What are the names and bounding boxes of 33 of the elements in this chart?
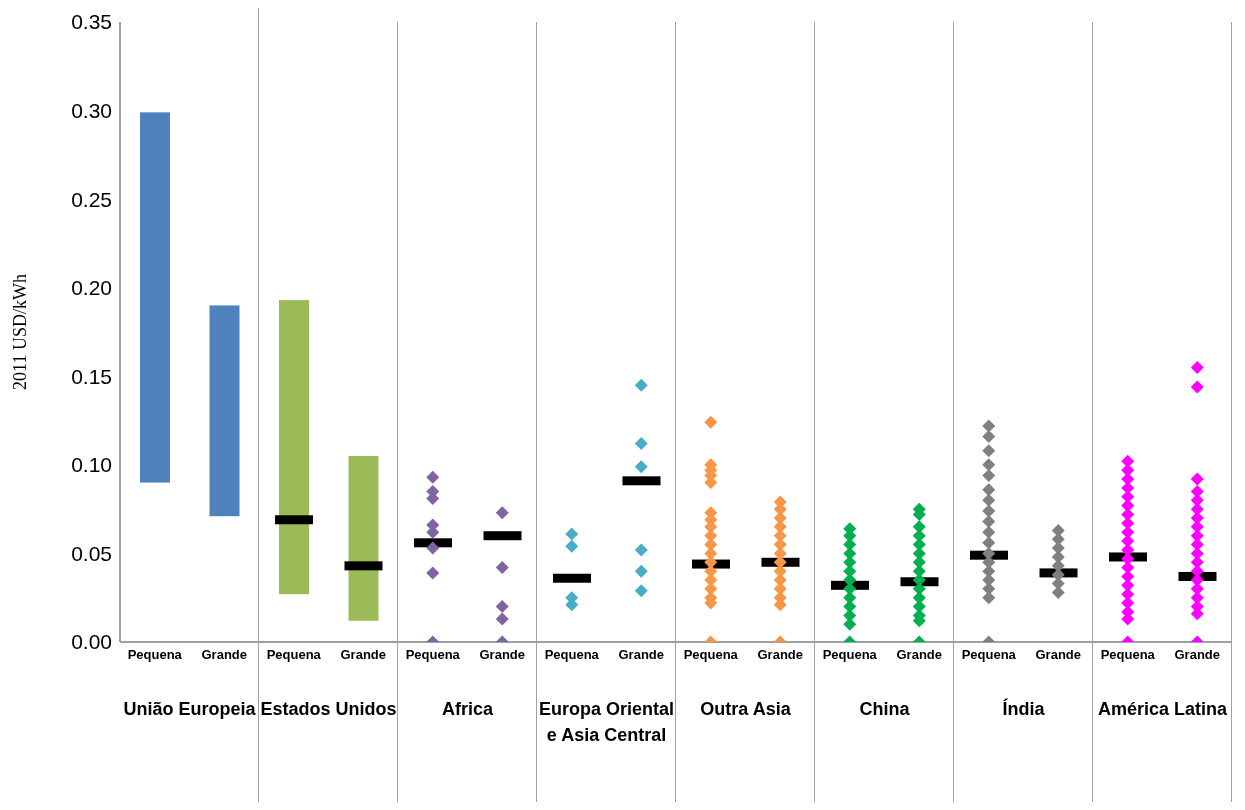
y-tick-label: 0.05 (71, 541, 112, 565)
x-tick-label: Grande (479, 647, 526, 663)
x-tick-label: Pequena (1100, 647, 1156, 663)
y-axis-title: 2011 USD/kWh (10, 274, 31, 390)
y-tick-label: 0.20 (71, 276, 112, 300)
x-tick-label: Grande (1174, 647, 1221, 663)
y-tick-label: 0.00 (71, 630, 112, 654)
x-tick-label: Grande (896, 647, 943, 663)
y-tick-label: 0.15 (71, 364, 112, 388)
x-tick-label: Pequena (544, 647, 600, 663)
y-tick-label: 0.10 (71, 453, 112, 477)
x-tick-label: Grande (1035, 647, 1082, 663)
x-axis-title: Estados Unidos (259, 698, 398, 721)
x-tick-label: Pequena (405, 647, 461, 663)
x-tick-label: Grande (340, 647, 387, 663)
x-axis-title: União Europeia (122, 698, 257, 721)
y-tick-label: 0.30 (71, 99, 112, 123)
x-axis-title: Africa (441, 698, 494, 721)
x-axis-title: Outra Asia (699, 698, 792, 721)
x-tick-label: Pequena (822, 647, 878, 663)
x-tick-label: Pequena (127, 647, 183, 663)
y-tick-label: 0.35 (71, 10, 112, 34)
x-tick-label: Pequena (683, 647, 739, 663)
x-axis-title: América Latina (1096, 698, 1229, 721)
x-tick-label: Grande (201, 647, 248, 663)
x-axis-title: Europa Oriental e Asia Central (538, 698, 675, 747)
x-tick-label: Pequena (961, 647, 1017, 663)
x-axis-title: Índia (1001, 697, 1046, 721)
y-tick-label: 0.25 (71, 187, 112, 211)
x-tick-label: Grande (757, 647, 804, 663)
x-tick-label: Pequena (266, 647, 322, 663)
x-axis-title: China (858, 698, 911, 721)
x-tick-label: Grande (618, 647, 665, 663)
